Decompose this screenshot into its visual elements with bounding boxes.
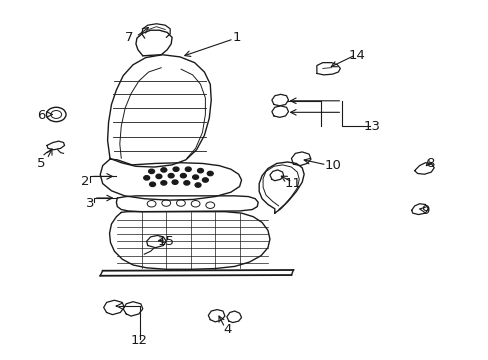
Circle shape xyxy=(192,175,198,179)
Circle shape xyxy=(207,171,213,176)
Circle shape xyxy=(183,181,189,185)
Text: 4: 4 xyxy=(223,323,231,336)
Text: 1: 1 xyxy=(232,31,241,44)
Text: 10: 10 xyxy=(324,159,340,172)
Text: 11: 11 xyxy=(285,177,301,190)
Text: 5: 5 xyxy=(37,157,46,170)
Circle shape xyxy=(149,182,155,186)
Circle shape xyxy=(161,181,166,185)
Circle shape xyxy=(172,180,178,184)
Text: 9: 9 xyxy=(420,204,429,217)
Circle shape xyxy=(168,174,174,178)
Text: 7: 7 xyxy=(125,31,134,44)
Circle shape xyxy=(173,167,179,171)
Circle shape xyxy=(143,176,149,180)
Circle shape xyxy=(148,169,154,174)
Text: 13: 13 xyxy=(363,120,379,132)
Circle shape xyxy=(197,168,203,173)
Text: 2: 2 xyxy=(81,175,90,188)
Circle shape xyxy=(185,167,191,171)
Circle shape xyxy=(202,178,208,182)
Text: 15: 15 xyxy=(158,235,174,248)
Text: 3: 3 xyxy=(86,197,95,210)
Text: 8: 8 xyxy=(425,157,434,170)
Text: 12: 12 xyxy=(131,334,147,347)
Circle shape xyxy=(156,174,162,179)
Circle shape xyxy=(195,183,201,187)
Circle shape xyxy=(180,174,186,178)
Text: 6: 6 xyxy=(37,109,46,122)
Text: 14: 14 xyxy=(348,49,365,62)
Circle shape xyxy=(161,168,166,172)
